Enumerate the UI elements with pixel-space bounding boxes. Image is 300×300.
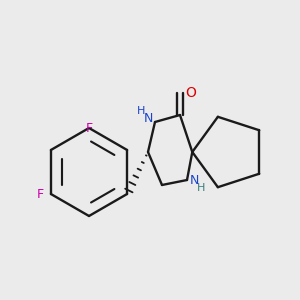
Text: N: N — [144, 112, 153, 125]
Text: H: H — [136, 106, 145, 116]
Text: F: F — [37, 188, 44, 200]
Text: H: H — [197, 183, 206, 193]
Text: N: N — [190, 173, 200, 187]
Text: O: O — [185, 86, 196, 100]
Text: F: F — [85, 122, 93, 135]
